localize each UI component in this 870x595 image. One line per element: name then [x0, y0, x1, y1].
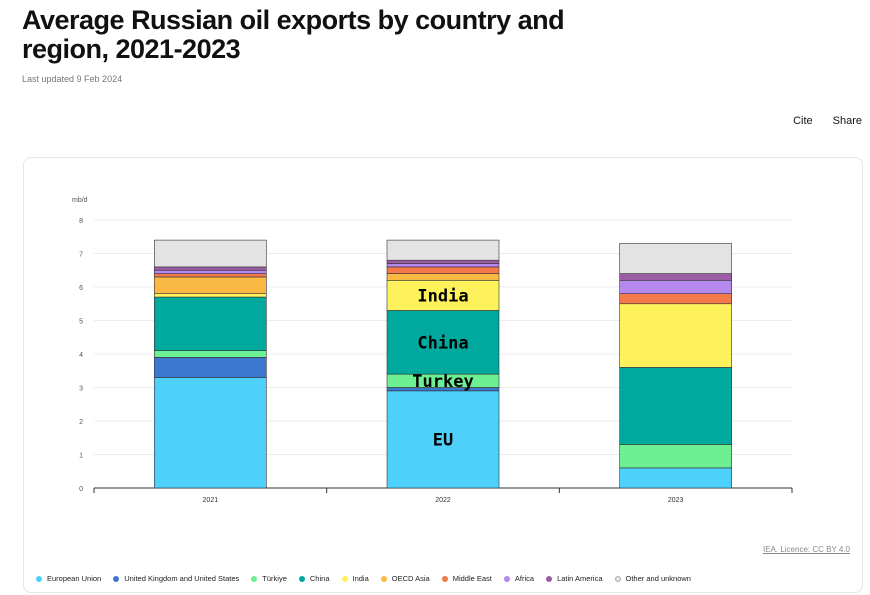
legend-label: Latin America	[557, 574, 603, 583]
bar-segment	[386, 280, 500, 311]
legend-swatch	[36, 575, 42, 582]
x-tick-label: 2022	[435, 497, 451, 504]
legend-label: United Kingdom and United States	[124, 574, 240, 583]
bar-annotation: EU	[433, 430, 453, 450]
legend-label: European Union	[47, 574, 102, 583]
bar-segment	[386, 273, 500, 281]
bar-segment	[154, 273, 267, 278]
legend-swatch	[251, 575, 258, 582]
bar-annotation: Turkey	[412, 372, 473, 392]
legend-swatch	[341, 575, 348, 582]
bar-segment	[386, 263, 500, 268]
bar-segment	[386, 239, 500, 261]
legend-item[interactable]: Latin America	[546, 574, 603, 583]
bar-segment	[386, 266, 500, 274]
y-tick-label: 0	[79, 486, 83, 493]
bar-segment	[619, 444, 732, 469]
legend-label: Middle East	[452, 574, 492, 583]
bar-segment	[154, 239, 267, 268]
bar-segment	[619, 303, 732, 368]
legend-label: India	[352, 574, 369, 583]
bar-segment	[386, 310, 500, 375]
bar-segment	[619, 273, 732, 281]
bar-segment	[154, 350, 267, 358]
y-tick-label: 2	[79, 419, 83, 426]
bar-segment	[619, 367, 732, 445]
legend-swatch	[298, 575, 305, 582]
legend-item[interactable]: United Kingdom and United States	[113, 574, 239, 583]
bar-segment	[619, 280, 732, 295]
bar-segment	[386, 390, 500, 489]
legend-item[interactable]: Middle East	[441, 574, 492, 583]
bar-segment	[154, 266, 267, 271]
legend-item[interactable]: Africa	[503, 574, 535, 583]
legend-swatch	[546, 575, 553, 582]
x-tick-label: 2021	[203, 497, 219, 504]
bar-segment	[154, 293, 267, 298]
bar-segment	[619, 243, 732, 274]
chart-legend: European Union United Kingdom and United …	[36, 574, 703, 583]
bar-annotation: China	[417, 333, 468, 353]
legend-label: OECD Asia	[391, 574, 430, 583]
y-tick-label: 8	[79, 218, 83, 225]
legend-item[interactable]: India	[341, 574, 369, 583]
share-button[interactable]: Share	[832, 115, 862, 127]
page-title: Average Russian oil exports by country a…	[22, 5, 565, 64]
bar-segment	[154, 357, 267, 378]
y-axis-unit: mb/d	[72, 197, 88, 204]
page-actions: Cite Share	[793, 115, 862, 127]
bar-segment	[619, 293, 732, 305]
bar-annotation: India	[417, 286, 468, 306]
legend-swatch	[614, 575, 621, 582]
last-updated: Last updated 9 Feb 2024	[22, 74, 123, 84]
legend-item[interactable]: Türkiye	[251, 574, 287, 583]
legend-item[interactable]: European Union	[36, 574, 101, 583]
stacked-bar-chart: mb/d 0 1 2 3 4 5 6 7 8 2021 2022 2023 India China Turke…	[72, 197, 793, 504]
y-tick-label: 6	[79, 285, 83, 292]
y-tick-label: 4	[79, 352, 83, 359]
bar-segment	[154, 377, 267, 489]
y-tick-label: 5	[79, 319, 83, 326]
legend-label: China	[309, 574, 330, 583]
legend-swatch	[441, 575, 448, 582]
y-tick-label: 1	[79, 453, 83, 460]
bar-segment	[154, 276, 267, 294]
y-tick-label: 3	[79, 386, 83, 393]
legend-item[interactable]: China	[298, 574, 330, 583]
legend-swatch	[380, 575, 387, 582]
legend-item[interactable]: OECD Asia	[380, 574, 430, 583]
bar-segment	[154, 269, 267, 274]
legend-label: Türkiye	[262, 574, 287, 583]
legend-item[interactable]: Other and unknown	[614, 574, 691, 583]
cite-button[interactable]: Cite	[793, 115, 813, 127]
bar-segment	[619, 467, 732, 489]
legend-swatch	[503, 575, 510, 582]
bar-segment	[386, 259, 500, 264]
bar-segment	[154, 296, 267, 351]
legend-label: Africa	[514, 574, 535, 583]
chart-card: mb/d 0 1 2 3 4 5 6 7 8 2021 2022 2023 India China Turke…	[23, 157, 863, 593]
legend-swatch	[113, 575, 120, 582]
legend-label: Other and unknown	[625, 574, 691, 583]
source-link[interactable]: IEA. Licence: CC BY 4.0	[762, 545, 850, 554]
y-tick-label: 7	[79, 252, 83, 259]
x-tick-label: 2023	[668, 497, 684, 504]
